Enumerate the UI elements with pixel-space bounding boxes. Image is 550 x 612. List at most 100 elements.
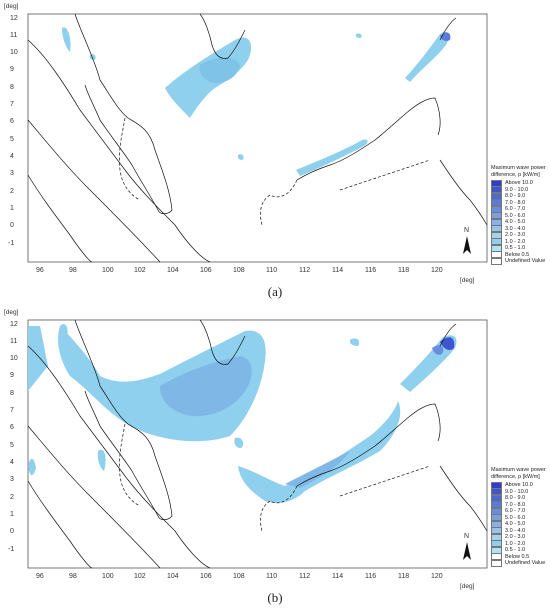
y-unit: [deg] — [4, 309, 19, 316]
x-unit: [deg] — [460, 277, 475, 284]
panel-caption-b: (b) — [267, 590, 283, 605]
legend-label: 6.0 - 7.0 — [505, 508, 526, 514]
y-tick: -1 — [8, 240, 14, 247]
map-b: 96 98 100 102 104 106 108 110 112 114 11… — [4, 309, 488, 590]
legend-label: 1.0 - 2.0 — [505, 238, 526, 245]
x-tick: 118 — [398, 573, 409, 580]
y-tick: 10 — [10, 49, 18, 56]
legend-label: Undefined Value — [505, 258, 546, 264]
legend-label: 2.0 - 3.0 — [505, 232, 526, 238]
x-tick: 112 — [299, 573, 310, 580]
x-tick: 100 — [102, 573, 114, 580]
y-tick: 2 — [10, 494, 14, 501]
panel-caption-a: (a) — [267, 284, 283, 299]
y-axis-ticks: [deg] 12 11 10 9 8 7 6 5 4 3 2 1 0 -1 — [4, 309, 19, 553]
y-tick: 5 — [10, 136, 14, 143]
x-tick: 116 — [365, 267, 376, 274]
x-tick: 108 — [233, 267, 245, 274]
legend-label: 0.5 - 1.0 — [505, 547, 526, 553]
legend-label: Undefined Value — [505, 560, 546, 566]
y-tick: -1 — [8, 546, 14, 553]
map-a: 96 98 100 102 104 106 108 110 112 114 11… — [4, 3, 488, 284]
legend-label: 9.0 - 10.0 — [505, 186, 529, 193]
y-tick: 0 — [10, 528, 14, 535]
legend-item: Undefined Value — [491, 559, 549, 567]
y-unit: [deg] — [4, 3, 19, 10]
legend-label: 2.0 - 3.0 — [505, 534, 526, 540]
y-tick: 12 — [10, 15, 18, 22]
x-tick: 114 — [332, 267, 343, 274]
x-tick: 98 — [69, 267, 77, 274]
legend-label: Above 10.0 — [505, 482, 533, 488]
y-tick: 11 — [10, 338, 17, 345]
x-tick: 104 — [167, 267, 179, 274]
legend-rows-a: Above 10.0 9.0 - 10.0 8.0 - 9.0 7.0 - 8.0 6.… — [491, 179, 549, 265]
y-tick: 1 — [10, 511, 14, 518]
legend-swatch — [491, 559, 502, 567]
svg-text:N: N — [464, 227, 469, 234]
legend-label: 3.0 - 4.0 — [505, 527, 526, 534]
legend-rows-b: Above 10.0 9.0 - 10.0 8.0 - 9.0 7.0 - 8.0 6.… — [491, 481, 549, 567]
wave-power-areas — [62, 27, 451, 176]
y-tick: 4 — [10, 459, 14, 466]
x-tick: 102 — [134, 267, 146, 274]
x-tick: 110 — [266, 267, 277, 274]
legend-label: 7.0 - 8.0 — [505, 199, 526, 206]
x-tick: 96 — [36, 267, 44, 274]
legend-label: Below 0.5 — [505, 251, 530, 258]
x-tick: 108 — [233, 573, 245, 580]
y-tick: 7 — [10, 101, 14, 108]
legend-label: 7.0 - 8.0 — [505, 501, 526, 508]
y-tick: 1 — [10, 205, 14, 212]
x-tick: 106 — [200, 267, 212, 274]
x-tick: 110 — [266, 573, 277, 580]
y-tick: 8 — [10, 390, 14, 397]
legend-label: 4.0 - 5.0 — [505, 521, 526, 527]
y-tick: 3 — [10, 476, 14, 483]
svg-text:N: N — [464, 533, 469, 540]
north-arrow-icon: N — [463, 227, 471, 254]
legend-b: Maximum wave power difference, p [kW/m] … — [491, 467, 549, 567]
y-tick: 12 — [10, 321, 18, 328]
legend-label: 8.0 - 9.0 — [505, 495, 526, 501]
x-tick: 96 — [36, 573, 44, 580]
y-tick: 0 — [10, 222, 14, 229]
legend-a: Maximum wave power difference, p [kW/m] … — [491, 165, 549, 265]
legend-title: Maximum wave power difference, p [kW/m] — [491, 467, 546, 480]
x-axis-ticks: 96 98 100 102 104 106 108 110 112 114 11… — [36, 267, 475, 284]
x-axis-ticks: 96 98 100 102 104 106 108 110 112 114 11… — [36, 573, 475, 590]
wave-power-areas — [28, 324, 457, 503]
x-tick: 114 — [332, 573, 343, 580]
y-axis-ticks: [deg] 12 11 10 9 8 7 6 5 4 3 2 1 0 -1 — [4, 3, 19, 247]
map-frame — [27, 13, 488, 263]
y-tick: 9 — [10, 372, 14, 379]
legend-swatch — [491, 257, 502, 265]
legend-item: Undefined Value — [491, 257, 549, 265]
y-tick: 9 — [10, 66, 14, 73]
x-unit: [deg] — [460, 583, 475, 590]
y-tick: 6 — [10, 424, 14, 431]
legend-title: Maximum wave power difference, p [kW/m] — [491, 165, 546, 178]
x-tick: 120 — [431, 573, 443, 580]
y-tick: 7 — [10, 407, 14, 414]
y-tick: 8 — [10, 84, 14, 91]
legend-label: Above 10.0 — [505, 180, 533, 186]
y-tick: 4 — [10, 153, 14, 160]
y-tick: 5 — [10, 442, 14, 449]
legend-label: 3.0 - 4.0 — [505, 225, 526, 232]
y-tick: 6 — [10, 118, 14, 125]
legend-label: 8.0 - 9.0 — [505, 193, 526, 199]
map-panel-a: 96 98 100 102 104 106 108 110 112 114 11… — [0, 0, 550, 300]
coastlines — [27, 319, 488, 569]
legend-label: Below 0.5 — [505, 553, 530, 560]
x-tick: 104 — [167, 573, 179, 580]
x-tick: 118 — [398, 267, 409, 274]
x-tick: 106 — [200, 573, 212, 580]
coastlines — [27, 13, 488, 263]
legend-label: 5.0 - 6.0 — [505, 514, 526, 521]
x-tick: 102 — [134, 573, 146, 580]
y-tick: 11 — [10, 32, 17, 39]
y-tick: 2 — [10, 188, 14, 195]
legend-label: 6.0 - 7.0 — [505, 206, 526, 212]
x-tick: 112 — [299, 267, 310, 274]
